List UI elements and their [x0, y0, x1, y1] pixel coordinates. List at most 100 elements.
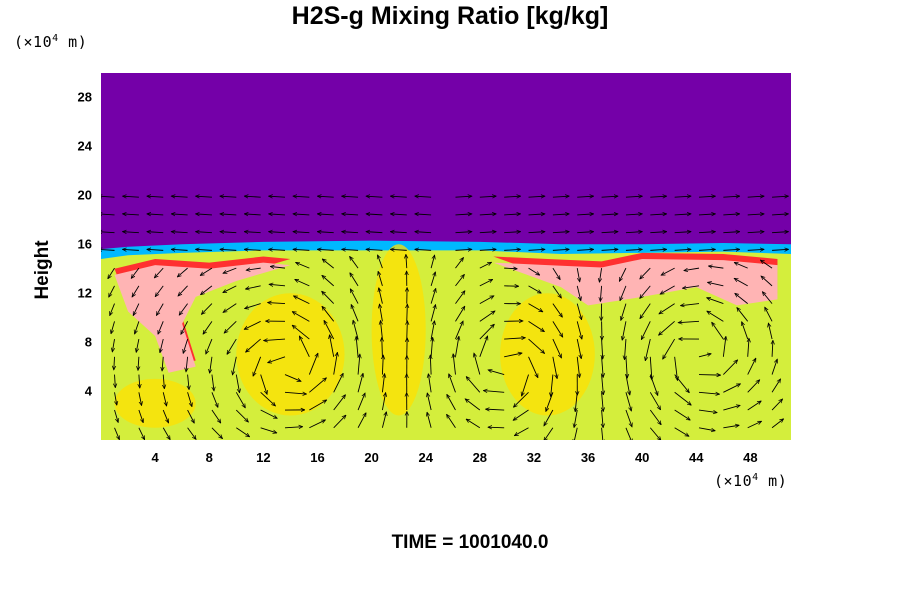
velocity-arrow [698, 409, 717, 413]
velocity-arrow [479, 336, 488, 357]
velocity-arrow [640, 321, 651, 339]
velocity-arrow [747, 196, 764, 197]
velocity-arrow [427, 412, 432, 428]
velocity-arrow [268, 356, 286, 363]
velocity-arrow [528, 356, 539, 378]
velocity-arrow [712, 322, 724, 340]
velocity-arrow [111, 321, 115, 333]
velocity-arrow [640, 267, 651, 279]
velocity-arrow [317, 214, 334, 215]
velocity-arrow [698, 392, 719, 394]
velocity-arrow [235, 392, 245, 408]
velocity-arrow [455, 336, 458, 357]
velocity-arrow [649, 427, 661, 440]
velocity-arrow [488, 427, 505, 428]
velocity-arrow [269, 196, 286, 197]
velocity-arrow [625, 232, 642, 233]
velocity-arrow [114, 356, 115, 370]
velocity-arrow [220, 214, 237, 215]
velocity-arrow [544, 409, 554, 426]
velocity-arrow [171, 249, 188, 250]
velocity-arrow [479, 311, 495, 322]
velocity-arrow [734, 262, 748, 269]
velocity-arrow [101, 232, 115, 233]
velocity-arrow [528, 214, 545, 215]
velocity-arrow [246, 268, 261, 270]
velocity-arrow [602, 409, 604, 428]
velocity-arrow [698, 196, 715, 197]
velocity-arrow [466, 419, 481, 429]
velocity-arrow [211, 392, 218, 407]
velocity-arrow [760, 260, 773, 269]
velocity-arrow [379, 304, 383, 322]
x-tick-label: 4 [151, 450, 159, 465]
velocity-arrow [479, 232, 496, 233]
velocity-arrow [200, 267, 213, 275]
velocity-arrow [574, 427, 578, 440]
velocity-arrow [659, 320, 675, 335]
velocity-arrow [602, 339, 603, 359]
velocity-arrow [114, 427, 120, 440]
velocity-arrow [504, 249, 520, 250]
velocity-arrow [455, 274, 464, 287]
velocity-arrow [504, 353, 522, 358]
velocity-arrow [322, 275, 335, 287]
velocity-arrow [269, 284, 286, 286]
velocity-arrow [123, 214, 139, 215]
y-tick-label: 24 [77, 138, 92, 154]
velocity-arrow [650, 356, 652, 380]
velocity-arrow [742, 322, 749, 340]
velocity-arrow [108, 267, 115, 279]
velocity-arrow [698, 214, 715, 215]
velocity-arrow [622, 321, 627, 340]
velocity-arrow [135, 321, 140, 334]
velocity-arrow [196, 196, 212, 197]
velocity-arrow [342, 249, 359, 250]
velocity-arrow [309, 378, 326, 393]
velocity-arrow [292, 325, 310, 340]
velocity-arrow [333, 352, 338, 375]
velocity-arrow [171, 214, 188, 215]
velocity-arrow [747, 232, 764, 233]
velocity-arrow [522, 374, 529, 397]
velocity-arrow [211, 427, 223, 439]
velocity-arrow [577, 196, 593, 197]
velocity-arrow [660, 285, 675, 294]
velocity-arrow [187, 392, 192, 406]
mid-value-region [236, 293, 345, 416]
velocity-arrow [430, 272, 435, 286]
velocity-arrow [771, 419, 784, 429]
velocity-arrow [600, 285, 601, 302]
velocity-arrow [625, 249, 642, 250]
velocity-arrow [747, 249, 764, 250]
velocity-arrow [772, 340, 773, 357]
velocity-arrow [201, 285, 213, 295]
x-axis-unit: (×104 m) [714, 472, 788, 490]
velocity-arrow [602, 392, 604, 411]
velocity-arrow [317, 249, 334, 250]
velocity-arrow [138, 427, 146, 440]
velocity-arrow [768, 323, 773, 340]
velocity-arrow [171, 196, 188, 197]
velocity-arrow [139, 374, 140, 389]
velocity-arrow [601, 196, 618, 197]
velocity-arrow [284, 427, 303, 428]
velocity-arrow [747, 401, 762, 411]
velocity-arrow [115, 374, 116, 388]
velocity-arrow [123, 196, 139, 197]
velocity-arrow [513, 391, 529, 407]
velocity-arrow [187, 409, 195, 423]
velocity-arrow [625, 392, 631, 411]
velocity-arrow [528, 249, 545, 250]
velocity-arrow [737, 308, 749, 322]
mid-value-region [500, 293, 595, 416]
velocity-arrow [772, 214, 788, 215]
velocity-arrow [415, 196, 432, 197]
velocity-arrow [317, 232, 334, 233]
velocity-arrow [747, 420, 762, 429]
velocity-arrow [223, 285, 237, 293]
velocity-arrow [245, 285, 261, 289]
velocity-arrow [353, 320, 359, 340]
velocity-arrow [147, 196, 164, 197]
velocity-arrow [260, 409, 278, 419]
